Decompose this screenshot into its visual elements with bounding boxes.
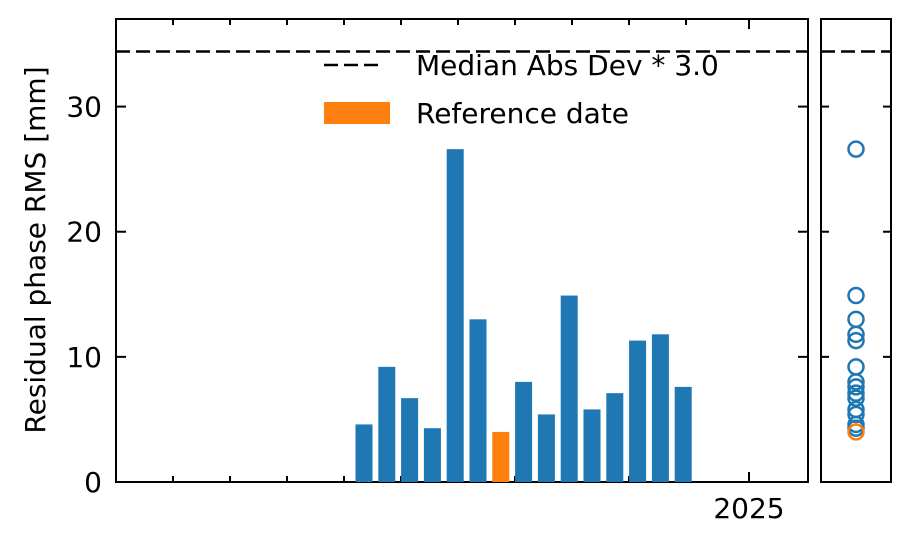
side-point-2 [847,389,865,407]
side-point-4 [847,140,865,158]
side-point-1 [847,358,865,376]
side-points [847,140,865,441]
bar-reference [492,431,510,482]
y-tick-label-20: 20 [66,216,102,249]
side-point-14 [847,378,865,396]
legend-label-threshold: Median Abs Dev * 3.0 [416,49,719,82]
side-point-9 [847,286,865,305]
legend-label-reference: Reference date [416,97,629,130]
bar-5 [469,319,487,482]
y-tick-label-0: 0 [84,466,102,499]
bar-12 [629,340,647,482]
main-y-ticks: 0 10 20 30 [66,91,808,499]
side-point-12 [847,331,865,350]
side-y-ticks [821,105,891,483]
legend: Median Abs Dev * 3.0 Reference date [324,49,719,130]
y-tick-label-10: 10 [66,341,102,374]
bar-9 [560,295,578,482]
bar-0 [355,424,373,482]
y-tick-label-30: 30 [66,91,102,124]
bar-3 [423,428,441,482]
y-axis-title: Residual phase RMS [mm] [19,66,52,433]
side-point-7 [847,373,865,391]
bar-13 [651,334,669,482]
bar-1 [378,366,396,482]
bar-11 [606,393,624,482]
side-point-5 [847,310,865,329]
side-point-13 [847,325,865,344]
side-plot-frame [820,18,892,483]
bar-8 [537,414,555,482]
bar-10 [583,409,601,482]
bar-2 [401,398,419,482]
side-point-11 [847,384,865,402]
bar-7 [515,381,533,482]
bar-4 [446,149,464,482]
legend-reference-patch [324,102,390,124]
x-tick-label-2025: 2025 [713,492,784,525]
side-point-reference [847,423,865,441]
bar-14 [674,386,692,482]
side-point-10 [847,400,865,419]
bars [355,149,692,482]
side-point-8 [847,405,865,424]
